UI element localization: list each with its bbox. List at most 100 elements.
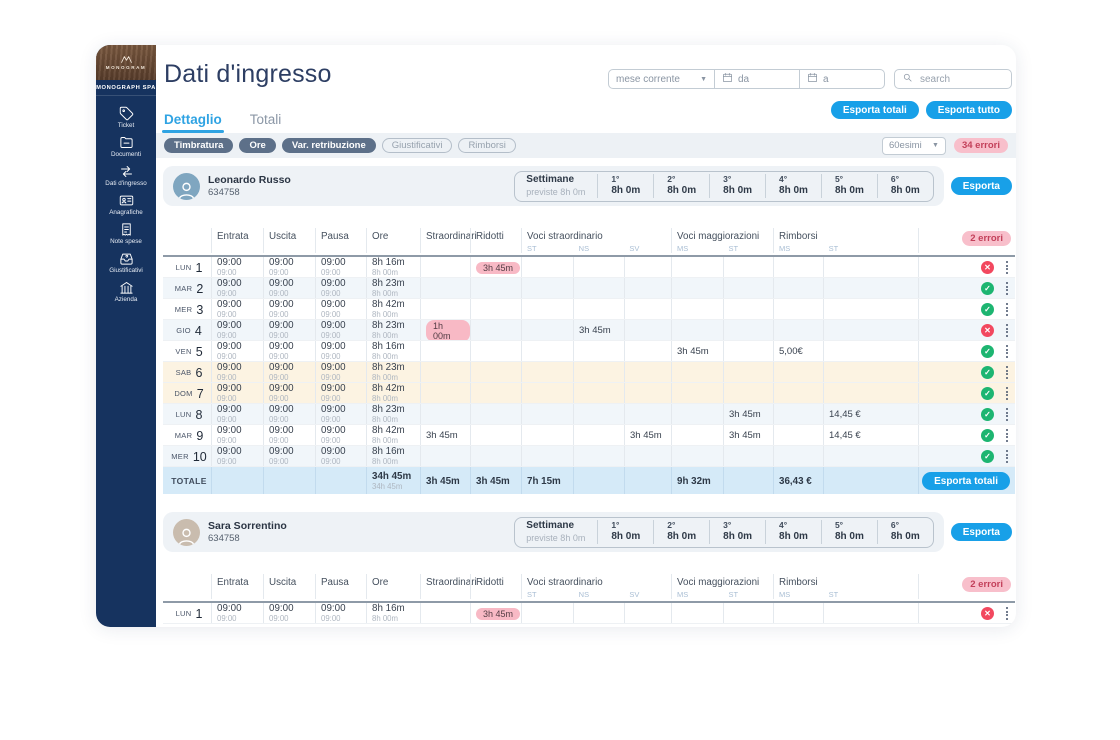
entrata-cell[interactable]: 09:00 09:00 xyxy=(211,341,263,361)
voci-straordinario-sv-cell xyxy=(624,320,671,340)
sidebar-item-giustificativi[interactable]: Giustificativi xyxy=(96,248,156,277)
rimborsi-ms-cell xyxy=(773,299,823,319)
pausa-cell[interactable]: 09:00 09:00 xyxy=(315,341,366,361)
week-number: 1° xyxy=(611,520,620,531)
voci-straordinario-st-cell xyxy=(521,278,573,298)
filter-chip-giustificativi[interactable]: Giustificativi xyxy=(381,138,453,153)
tab-dettaglio[interactable]: Dettaglio xyxy=(162,112,224,133)
employee-card: Leonardo Russo 634758 Settimane previste… xyxy=(163,166,944,206)
entrata-cell[interactable]: 09:00 09:00 xyxy=(211,362,263,382)
rimborsi-ms-cell xyxy=(773,603,823,623)
sidebar-item-azienda[interactable]: Azienda xyxy=(96,277,156,306)
entrata-cell[interactable]: 09:00 09:00 xyxy=(211,383,263,403)
pausa-cell[interactable]: 09:00 09:00 xyxy=(315,278,366,298)
entrata-cell[interactable]: 09:00 09:00 xyxy=(211,446,263,466)
kebab-menu-icon[interactable] xyxy=(1004,449,1010,464)
week-number: 6° xyxy=(890,174,899,185)
kebab-menu-icon[interactable] xyxy=(1004,386,1010,401)
sidebar-item-dati-d-ingresso[interactable]: Dati d'ingresso xyxy=(96,161,156,190)
filter-chip-var-retribuzione[interactable]: Var. retribuzione xyxy=(281,138,376,153)
kebab-menu-icon[interactable] xyxy=(1004,428,1010,443)
date-to-field[interactable]: a xyxy=(799,70,884,88)
table-row: LUN 8 09:00 09:00 09:00 09:00 09:00 09:00 8h… xyxy=(163,404,1015,425)
pausa-cell[interactable]: 09:00 09:00 xyxy=(315,362,366,382)
kebab-menu-icon[interactable] xyxy=(1004,344,1010,359)
export-row-totals-button[interactable]: Esporta totali xyxy=(922,472,1010,490)
entrata-cell[interactable]: 09:00 09:00 xyxy=(211,320,263,340)
filter-chip-rimborsi[interactable]: Rimborsi xyxy=(458,138,516,153)
expense-notes-icon xyxy=(119,222,134,237)
kebab-menu-icon[interactable] xyxy=(1004,606,1010,621)
tab-totali[interactable]: Totali xyxy=(250,112,282,133)
voci-maggiorazioni-st-cell: 3h 45m xyxy=(723,425,773,445)
export-totals-button[interactable]: Esporta totali xyxy=(830,101,919,119)
entrata-cell[interactable]: 09:00 09:00 xyxy=(211,404,263,424)
week-hours: 8h 0m xyxy=(723,531,753,543)
sidebar-item-anagrafiche[interactable]: Anagrafiche xyxy=(96,190,156,219)
pausa-cell[interactable]: 09:00 09:00 xyxy=(315,299,366,319)
voci-maggiorazioni-ms-cell xyxy=(671,362,723,382)
pausa-cell[interactable]: 09:00 09:00 xyxy=(315,404,366,424)
pausa-cell[interactable]: 09:00 09:00 xyxy=(315,446,366,466)
week-summary-cell: 2° 8h 0m xyxy=(653,520,709,544)
uscita-cell[interactable]: 09:00 09:00 xyxy=(263,603,315,623)
uscita-cell[interactable]: 09:00 09:00 xyxy=(263,278,315,298)
export-all-button[interactable]: Esporta tutto xyxy=(925,101,1012,119)
uscita-cell[interactable]: 09:00 09:00 xyxy=(263,446,315,466)
chip-label: Var. retribuzione xyxy=(291,140,366,151)
uscita-cell[interactable]: 09:00 09:00 xyxy=(263,425,315,445)
uscita-cell[interactable]: 09:00 09:00 xyxy=(263,341,315,361)
pausa-cell[interactable]: 09:00 09:00 xyxy=(315,383,366,403)
unit-select[interactable]: 60esimi ▼ xyxy=(881,136,946,155)
day-cell: LUN 8 xyxy=(175,407,203,422)
search-input[interactable] xyxy=(918,72,1004,86)
kebab-menu-icon[interactable] xyxy=(1004,260,1010,275)
export-employee-button[interactable]: Esporta xyxy=(950,177,1012,195)
straordinari-cell xyxy=(420,278,470,298)
entrata-cell[interactable]: 09:00 09:00 xyxy=(211,257,263,277)
pausa-cell[interactable]: 09:00 09:00 xyxy=(315,320,366,340)
entrata-cell[interactable]: 09:00 09:00 xyxy=(211,603,263,623)
uscita-cell[interactable]: 09:00 09:00 xyxy=(263,320,315,340)
search-box[interactable] xyxy=(894,69,1012,89)
entrata-cell[interactable]: 09:00 09:00 xyxy=(211,299,263,319)
export-employee-button[interactable]: Esporta xyxy=(950,523,1012,541)
entrata-cell[interactable]: 09:00 09:00 xyxy=(211,425,263,445)
voci-maggiorazioni-st-cell xyxy=(723,257,773,277)
rimborsi-ms-cell xyxy=(773,278,823,298)
sidebar-item-documenti[interactable]: Documenti xyxy=(96,132,156,161)
chip-label: Ore xyxy=(249,140,266,151)
uscita-cell[interactable]: 09:00 09:00 xyxy=(263,299,315,319)
entrata-cell[interactable]: 09:00 09:00 xyxy=(211,278,263,298)
uscita-cell[interactable]: 09:00 09:00 xyxy=(263,257,315,277)
pausa-cell[interactable]: 09:00 09:00 xyxy=(315,425,366,445)
filter-chip-ore[interactable]: Ore xyxy=(239,138,276,153)
day-cell: DOM 7 xyxy=(174,386,204,401)
rimborsi-st-cell xyxy=(823,603,918,623)
kebab-menu-icon[interactable] xyxy=(1004,281,1010,296)
uscita-cell[interactable]: 09:00 09:00 xyxy=(263,404,315,424)
week-number: 3° xyxy=(723,174,732,185)
kebab-menu-icon[interactable] xyxy=(1004,365,1010,380)
table-row: DOM 7 09:00 09:00 09:00 09:00 09:00 09:00 8h… xyxy=(163,383,1015,404)
week-hours: 8h 0m xyxy=(779,531,808,543)
pausa-cell[interactable]: 09:00 09:00 xyxy=(315,603,366,623)
voci-maggiorazioni-st-cell xyxy=(723,341,773,361)
voci-maggiorazioni-ms-cell xyxy=(671,278,723,298)
uscita-cell[interactable]: 09:00 09:00 xyxy=(263,362,315,382)
column-header: Ridotti xyxy=(470,228,521,253)
uscita-cell[interactable]: 09:00 09:00 xyxy=(263,383,315,403)
filter-chip-timbratura[interactable]: Timbratura xyxy=(164,138,234,153)
kebab-menu-icon[interactable] xyxy=(1004,323,1010,338)
kebab-menu-icon[interactable] xyxy=(1004,407,1010,422)
ore-cell: 8h 23m 8h 00m xyxy=(366,404,420,424)
voci-straordinario-ns-cell xyxy=(573,278,624,298)
day-cell: GIO 4 xyxy=(176,323,202,338)
kebab-menu-icon[interactable] xyxy=(1004,302,1010,317)
date-from-field[interactable]: da xyxy=(714,70,799,88)
sidebar-item-ticket[interactable]: Ticket xyxy=(96,103,156,132)
pausa-cell[interactable]: 09:00 09:00 xyxy=(315,257,366,277)
week-hours: 8h 0m xyxy=(723,185,753,197)
sidebar-item-note-spese[interactable]: Note spese xyxy=(96,219,156,248)
period-select[interactable]: mese corrente ▼ xyxy=(616,73,707,85)
